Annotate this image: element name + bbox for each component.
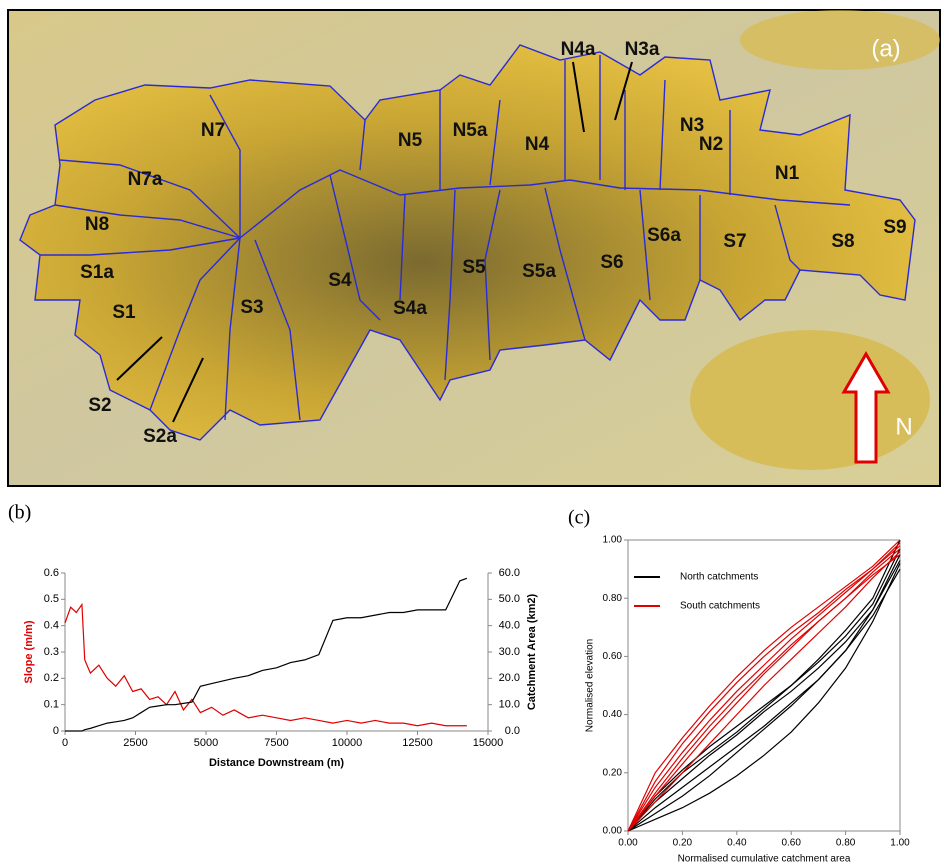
hypsometric-curve	[627, 545, 901, 832]
catchment-label: N7	[201, 120, 225, 141]
catchment-boundaries	[40, 55, 851, 421]
catchment-label: N2	[699, 134, 723, 155]
x-tick-label: 15000	[473, 737, 504, 749]
x-tick-label: 0.80	[836, 838, 856, 849]
x-tick-label: 0.60	[781, 838, 801, 849]
x-tick-label: 2500	[123, 737, 147, 749]
catchment-label: N5a	[453, 120, 488, 141]
y-tick-label: 0.3	[44, 646, 59, 658]
catchment-label: S7	[723, 231, 746, 252]
panel-label: (b)	[8, 502, 31, 524]
catchment-label: S5	[462, 257, 486, 278]
catchment-label: N5	[398, 130, 423, 151]
catchment-label: S8	[831, 231, 854, 252]
x-tick-label: 12500	[402, 737, 433, 749]
area-line	[65, 577, 468, 732]
y-tick-label: 0.4	[44, 620, 59, 632]
catchment-label: N1	[775, 163, 800, 184]
y-tick-label: 0.80	[603, 593, 623, 604]
catchment-outline	[19, 44, 916, 441]
legend-label: North catchments	[680, 572, 758, 583]
y-axis-title: Slope (m/m)	[23, 620, 35, 683]
catchment-label: N4	[525, 134, 550, 155]
north-label: N	[895, 413, 912, 440]
catchment-label: S4	[328, 270, 352, 291]
x-axis-title: Distance Downstream (m)	[209, 757, 344, 769]
hypsometric-curve	[627, 539, 901, 832]
catchment-label: S1	[112, 302, 136, 323]
y2-tick-label: 0.0	[505, 725, 520, 737]
catchment-label: S3	[240, 297, 263, 318]
catchment-label: S5a	[522, 261, 556, 282]
catchment-label: N4a	[561, 39, 596, 60]
catchment-label: N3a	[625, 39, 660, 60]
map-panel: N7 N7a N8 S1a S1 S2 S2a S3 S4 S4a S5 S5a…	[7, 9, 941, 487]
leader-line	[614, 61, 633, 121]
hypsometric-curve	[627, 554, 901, 832]
x-tick-label: 10000	[332, 737, 363, 749]
hypsometric-curve	[627, 551, 901, 832]
x-tick-label: 7500	[264, 737, 288, 749]
y-tick-label: 0.00	[603, 826, 623, 837]
y-tick-label: 0.40	[603, 709, 623, 720]
y2-tick-label: 30.0	[499, 646, 520, 658]
hypsometric-curve	[627, 560, 901, 832]
hypsometric-curve	[627, 563, 901, 832]
catchment-label: N8	[85, 214, 109, 235]
panel-label: (a)	[871, 35, 900, 62]
hypsometric-curve	[627, 548, 901, 832]
leader-line	[116, 336, 163, 381]
y-tick-label: 1.00	[603, 535, 623, 546]
slope-line	[64, 602, 467, 727]
y-tick-label: 0.5	[44, 593, 59, 605]
y-axis-title: Normalised elevation	[585, 639, 596, 732]
x-tick-label: 0	[62, 737, 68, 749]
leader-line	[172, 357, 204, 423]
catchment-label: S2	[88, 395, 111, 416]
y2-tick-label: 40.0	[499, 620, 520, 632]
catchment-label: S1a	[80, 262, 114, 283]
catchment-label: S6	[600, 252, 623, 273]
y-tick-label: 0.20	[603, 767, 623, 778]
y-tick-label: 0.60	[603, 651, 623, 662]
terrain	[740, 10, 940, 70]
y2-tick-label: 50.0	[499, 593, 520, 605]
y-tick-label: 0.2	[44, 672, 59, 684]
x-tick-label: 0.00	[618, 838, 638, 849]
y2-tick-label: 20.0	[499, 672, 520, 684]
catchment-label: S9	[883, 217, 906, 238]
x-tick-label: 0.20	[673, 838, 693, 849]
x-axis-title: Normalised cumulative catchment area	[678, 854, 851, 865]
north-arrow	[841, 351, 891, 464]
y2-tick-label: 10.0	[499, 699, 520, 711]
legend-label: South catchments	[680, 601, 760, 612]
hypsometric-curve	[627, 568, 901, 832]
x-tick-label: 5000	[194, 737, 218, 749]
hypsometric-curve	[627, 542, 901, 832]
catchment-label: S4a	[393, 298, 427, 319]
terrain	[690, 330, 930, 470]
catchment-label: N7a	[128, 169, 163, 190]
catchment-label: N3	[680, 115, 704, 136]
y2-tick-label: 60.0	[499, 567, 520, 579]
x-tick-label: 1.00	[890, 838, 910, 849]
panel-label: (c)	[568, 507, 590, 529]
y-tick-label: 0.1	[44, 699, 59, 711]
hypsometric-curve	[627, 548, 901, 832]
catchment-label: S6a	[647, 225, 681, 246]
hypsometric-curve	[627, 539, 901, 832]
leader-line	[572, 61, 585, 133]
hypsometric-curve	[627, 554, 901, 832]
x-tick-label: 0.40	[727, 838, 747, 849]
y-tick-label: 0.6	[44, 567, 59, 579]
catchment-label: S2a	[143, 426, 177, 447]
y2-axis-title: Catchment Area (km2)	[526, 593, 538, 710]
y-tick-label: 0	[53, 725, 59, 737]
